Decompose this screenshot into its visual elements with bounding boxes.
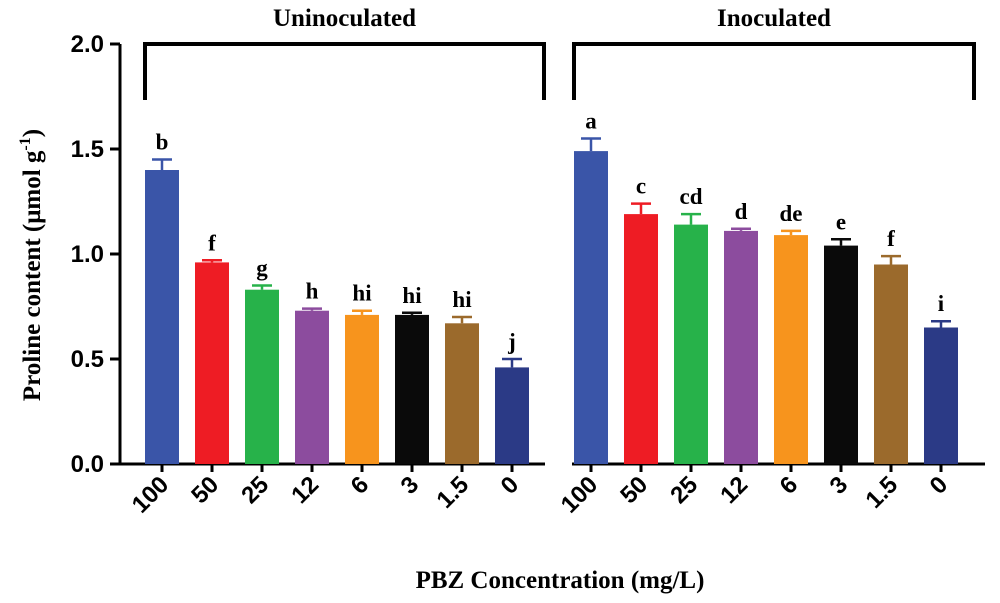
significance-letter: b	[156, 130, 169, 155]
y-tick-label: 1.0	[71, 241, 104, 268]
group-label: Inoculated	[717, 5, 831, 32]
bar	[395, 314, 429, 464]
group-bracket	[572, 42, 976, 100]
x-tick-label: 50	[186, 471, 224, 509]
group-1: Inoculated a 100 c 50 cd 25 d 12 de 6 e 3 f 1.5 i 0	[556, 5, 976, 519]
significance-letter: d	[735, 199, 748, 224]
group-label: Uninoculated	[273, 5, 416, 32]
bar	[624, 214, 658, 464]
significance-letter: i	[938, 291, 945, 316]
group-0: Uninoculated b 100 f 50 g 25 h 12 hi 6 hi 3 hi 1.5 j 0	[127, 5, 546, 519]
bar	[674, 224, 708, 464]
x-tick-label: 1.5	[861, 471, 904, 514]
significance-letter: j	[507, 329, 516, 354]
significance-letter: f	[887, 226, 895, 251]
significance-letter: e	[836, 209, 846, 234]
x-axis-title: PBZ Concentration (mg/L)	[416, 567, 705, 594]
bar	[874, 264, 908, 464]
x-tick-label: 100	[556, 471, 603, 518]
significance-letter: g	[256, 256, 268, 281]
bar-groups: Uninoculatedb100f50g25h12hi6hi3hi1.5j0In…	[127, 5, 976, 519]
bar	[495, 367, 529, 464]
x-tick-label: 25	[665, 471, 703, 509]
y-axis-title-main: Proline content (μmol g	[19, 150, 46, 401]
bar	[345, 314, 379, 464]
bar	[145, 170, 179, 464]
y-tick-label: 1.5	[71, 136, 104, 163]
x-tick-label: 6	[346, 471, 375, 500]
x-tick-label: 25	[236, 471, 274, 509]
bar	[195, 262, 229, 464]
bar	[574, 151, 608, 464]
bar	[924, 327, 958, 464]
group-bracket	[143, 42, 546, 100]
bar	[245, 289, 279, 464]
significance-letter: c	[636, 174, 646, 199]
y-tick-label: 0.5	[71, 346, 104, 373]
significance-letter: cd	[680, 184, 703, 209]
bar	[724, 230, 758, 464]
bar	[445, 323, 479, 464]
y-axis-title-close: )	[19, 129, 46, 137]
bar	[295, 310, 329, 464]
significance-letter: h	[306, 279, 319, 304]
x-tick-label: 50	[615, 471, 653, 509]
x-tick-label: 0	[496, 471, 525, 500]
x-tick-label: 3	[396, 471, 425, 500]
x-tick-label: 1.5	[432, 471, 475, 514]
y-tick-label: 0.0	[71, 451, 104, 478]
x-tick-label: 3	[825, 471, 854, 500]
significance-letter: a	[585, 109, 597, 134]
x-tick-label: 12	[715, 471, 753, 509]
bar	[824, 245, 858, 464]
y-ticks: 0.0 0.5 1.0 1.5 2.0	[71, 31, 120, 478]
bar	[774, 235, 808, 464]
y-axis-title: Proline content (μmol g-1)	[17, 129, 46, 401]
significance-letter: hi	[352, 281, 372, 306]
y-tick-label: 2.0	[71, 31, 104, 58]
x-tick-label: 0	[925, 471, 954, 500]
x-tick-label: 6	[775, 471, 804, 500]
x-tick-label: 100	[127, 471, 174, 518]
y-axis-title-sup: -1	[17, 137, 34, 150]
significance-letter: hi	[402, 283, 422, 308]
significance-letter: hi	[452, 287, 472, 312]
x-tick-label: 12	[286, 471, 324, 509]
significance-letter: f	[208, 230, 216, 255]
significance-letter: de	[780, 201, 803, 226]
